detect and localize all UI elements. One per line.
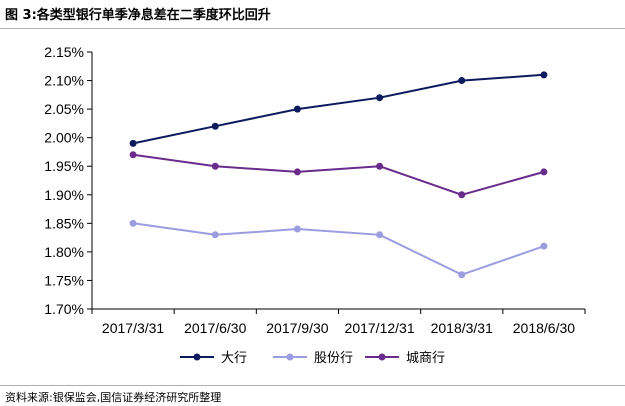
data-point (211, 162, 219, 170)
y-tick-label: 2.05% (44, 101, 84, 117)
series-line-2 (132, 222, 545, 276)
y-tick-label: 2.00% (44, 130, 84, 146)
title-rule (0, 28, 625, 29)
y-tick-label: 1.70% (44, 301, 84, 317)
legend-marker-1 (193, 353, 201, 361)
legend-marker-3 (378, 353, 386, 361)
y-tick-label: 1.95% (44, 158, 84, 174)
legend-label: 大行 (221, 351, 247, 366)
data-point (129, 219, 137, 227)
figure-title: 图 3:各类型银行单季净息差在二季度环比回升 (5, 8, 271, 23)
y-tick-label: 1.90% (44, 187, 84, 203)
data-point (293, 105, 301, 113)
data-point (458, 191, 466, 199)
chart-legend: 大行 股份行 城商行 (180, 351, 445, 366)
y-axis-ticks: 1.70% 1.75% 1.80% 1.85% 1.90% 1.95% 2.00% 2.05%… (44, 44, 92, 317)
chart-series (129, 71, 548, 279)
data-point (376, 162, 384, 170)
data-point (129, 151, 137, 159)
y-tick-label: 2.10% (44, 73, 84, 89)
source-note: 资料来源:银保监会,国信证券经济研究所整理 (5, 391, 222, 404)
x-tick-label: 2018/6/30 (513, 320, 575, 336)
data-point (458, 271, 466, 279)
x-tick-label: 2017/3/31 (102, 320, 164, 336)
y-tick-label: 1.80% (44, 244, 84, 260)
legend-marker-2 (286, 353, 294, 361)
data-point (376, 94, 384, 102)
line-chart: 1.70% 1.75% 1.80% 1.85% 1.90% 1.95% 2.00% 2.05%… (44, 44, 586, 366)
data-point (129, 139, 137, 147)
y-tick-label: 2.15% (44, 44, 84, 60)
series-line-1 (132, 73, 544, 145)
data-point (458, 77, 466, 85)
source-rule (0, 385, 625, 386)
x-tick-label: 2017/6/30 (184, 320, 246, 336)
x-axis-ticks: 2017/3/31 2017/6/30 2017/9/30 2017/12/31 201… (91, 309, 586, 336)
data-point (211, 231, 219, 239)
x-tick-label: 2018/3/31 (431, 320, 493, 336)
data-point (293, 225, 301, 233)
series-line-3 (132, 153, 545, 196)
data-point (540, 242, 548, 250)
data-point (211, 122, 219, 130)
x-tick-label: 2017/9/30 (266, 320, 328, 336)
legend-label: 城商行 (406, 351, 445, 366)
x-tick-label: 2017/12/31 (345, 320, 415, 336)
y-tick-label: 1.75% (44, 272, 84, 288)
y-tick-label: 1.85% (44, 215, 84, 231)
data-point (540, 71, 548, 79)
data-point (540, 168, 548, 176)
legend-label: 股份行 (314, 351, 353, 366)
data-point (293, 168, 301, 176)
data-point (376, 231, 384, 239)
